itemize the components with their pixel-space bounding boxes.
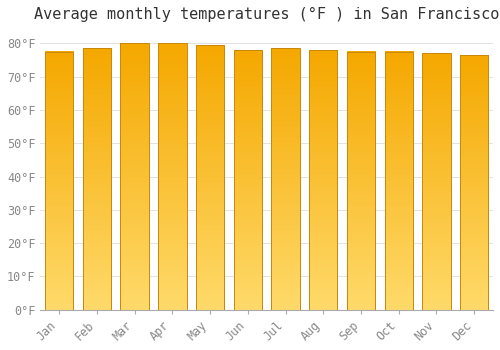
Bar [83,48,111,310]
Title: Average monthly temperatures (°F ) in San Francisco: Average monthly temperatures (°F ) in Sa… [34,7,500,22]
Bar [272,48,299,310]
Bar [347,52,375,310]
Bar [422,54,450,310]
Bar [460,55,488,310]
Bar [158,43,186,310]
Bar [384,52,413,310]
Bar [45,52,74,310]
Bar [309,50,338,310]
Bar [234,50,262,310]
Bar [120,43,149,310]
Bar [196,45,224,310]
